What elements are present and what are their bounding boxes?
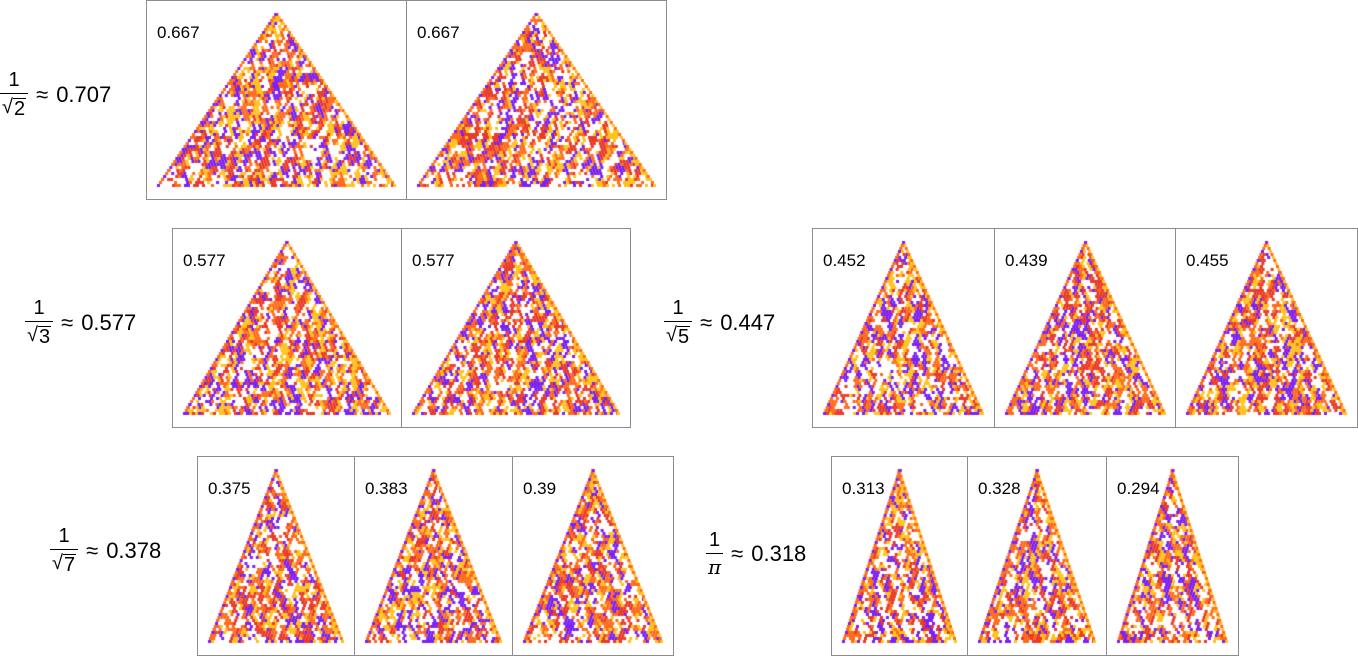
automaton-triangle-texture (173, 229, 401, 427)
rule-panel: 0.439 (994, 228, 1177, 428)
rule-panel: 0.667 (146, 0, 407, 200)
square-root: √ 3 (27, 324, 52, 348)
fraction-denominator: √ 2 (0, 93, 29, 120)
automaton-triangle-texture (1107, 457, 1238, 655)
rule-panel: 0.577 (172, 228, 402, 428)
group-label-pi: 1 π ≈ 0.318 (706, 530, 806, 577)
radical-sign-icon: √ (2, 96, 13, 118)
rule-panel: 0.294 (1106, 456, 1239, 656)
rule-panel: 0.375 (197, 456, 355, 656)
panel-value: 0.294 (1117, 479, 1160, 498)
panel-value: 0.383 (365, 479, 408, 498)
automaton-triangle-texture (995, 229, 1176, 427)
fraction-numerator: 1 (709, 529, 721, 551)
radical-sign-icon: √ (27, 324, 38, 346)
radicand: 2 (12, 98, 27, 120)
radical-sign-icon: √ (666, 324, 677, 346)
group-label-sqrt3: 1 √ 3 ≈ 0.577 (25, 298, 136, 347)
square-root: √ 7 (52, 552, 77, 576)
panel-value: 0.667 (417, 23, 460, 42)
approx-symbol: ≈ (61, 309, 74, 335)
panel-value: 0.577 (183, 251, 226, 270)
square-root: √ 2 (2, 96, 27, 120)
panel-value: 0.667 (157, 23, 200, 42)
fraction: 1 √ 5 (664, 297, 693, 348)
rule-panel: 0.313 (831, 456, 968, 656)
fraction-denominator: √ 5 (664, 321, 693, 348)
panel-value: 0.313 (842, 479, 885, 498)
rule-panel: 0.455 (1175, 228, 1358, 428)
fraction-denominator: π (706, 553, 724, 579)
panel-value: 0.452 (823, 251, 866, 270)
panel-value: 0.577 (412, 251, 455, 270)
fraction: 1 √ 3 (25, 297, 54, 348)
fraction-denominator: √ 3 (25, 321, 54, 348)
rule-panel: 0.39 (512, 456, 674, 656)
group-label-sqrt2: 1 √ 2 ≈ 0.707 (0, 70, 111, 119)
fraction-numerator: 1 (8, 69, 20, 91)
group-label-sqrt5: 1 √ 5 ≈ 0.447 (664, 298, 775, 347)
rule-panel: 0.328 (967, 456, 1107, 656)
automaton-triangle-texture (1176, 229, 1357, 427)
panel-value: 0.328 (978, 479, 1021, 498)
rule-panel: 0.577 (401, 228, 631, 428)
fraction-numerator: 1 (58, 525, 70, 547)
fraction: 1 √ 7 (50, 525, 79, 576)
radicand: 5 (676, 326, 691, 348)
automaton-triangle-texture (813, 229, 994, 427)
rule-panel: 0.452 (812, 228, 995, 428)
approx-value: 0.707 (56, 81, 112, 107)
approx-symbol: ≈ (700, 309, 713, 335)
panel-value: 0.455 (1186, 251, 1229, 270)
approx-symbol: ≈ (36, 81, 49, 107)
automaton-triangle-texture (402, 229, 630, 427)
radicand: 3 (37, 326, 52, 348)
group-label-sqrt7: 1 √ 7 ≈ 0.378 (50, 526, 161, 575)
panel-value: 0.439 (1005, 251, 1048, 270)
automaton-triangle-texture (198, 457, 354, 655)
fraction-numerator: 1 (672, 297, 684, 319)
radicand: 7 (62, 554, 77, 576)
fraction: 1 √ 2 (0, 69, 29, 120)
automaton-triangle-texture (407, 1, 666, 199)
automaton-triangle-texture (832, 457, 967, 655)
automaton-triangle-texture (147, 1, 406, 199)
fraction: 1 π (706, 529, 724, 579)
automaton-triangle-texture (513, 457, 673, 655)
approx-value: 0.577 (81, 309, 137, 335)
automaton-triangle-texture (968, 457, 1106, 655)
fraction-numerator: 1 (33, 297, 45, 319)
automaton-triangle-texture (355, 457, 512, 655)
panel-value: 0.375 (208, 479, 251, 498)
approx-value: 0.447 (720, 309, 776, 335)
approx-symbol: ≈ (731, 540, 744, 566)
pi-symbol: π (708, 555, 722, 579)
square-root: √ 5 (666, 324, 691, 348)
approx-symbol: ≈ (86, 537, 99, 563)
approx-value: 0.318 (751, 540, 807, 566)
panel-value: 0.39 (523, 479, 557, 498)
fraction-denominator: √ 7 (50, 549, 79, 576)
rule-panel: 0.383 (354, 456, 513, 656)
radical-sign-icon: √ (52, 552, 63, 574)
rule-panel: 0.667 (406, 0, 667, 200)
approx-value: 0.378 (106, 537, 162, 563)
